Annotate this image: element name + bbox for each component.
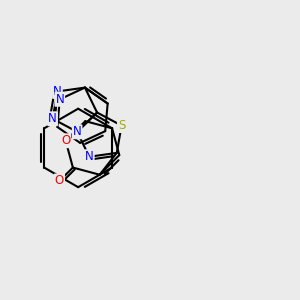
Text: O: O <box>61 134 70 147</box>
Text: N: N <box>56 93 64 106</box>
Text: N: N <box>53 85 62 98</box>
Text: S: S <box>118 119 125 132</box>
Text: N: N <box>73 125 82 138</box>
Text: O: O <box>55 175 64 188</box>
Text: N: N <box>85 150 94 163</box>
Text: N: N <box>48 112 57 125</box>
